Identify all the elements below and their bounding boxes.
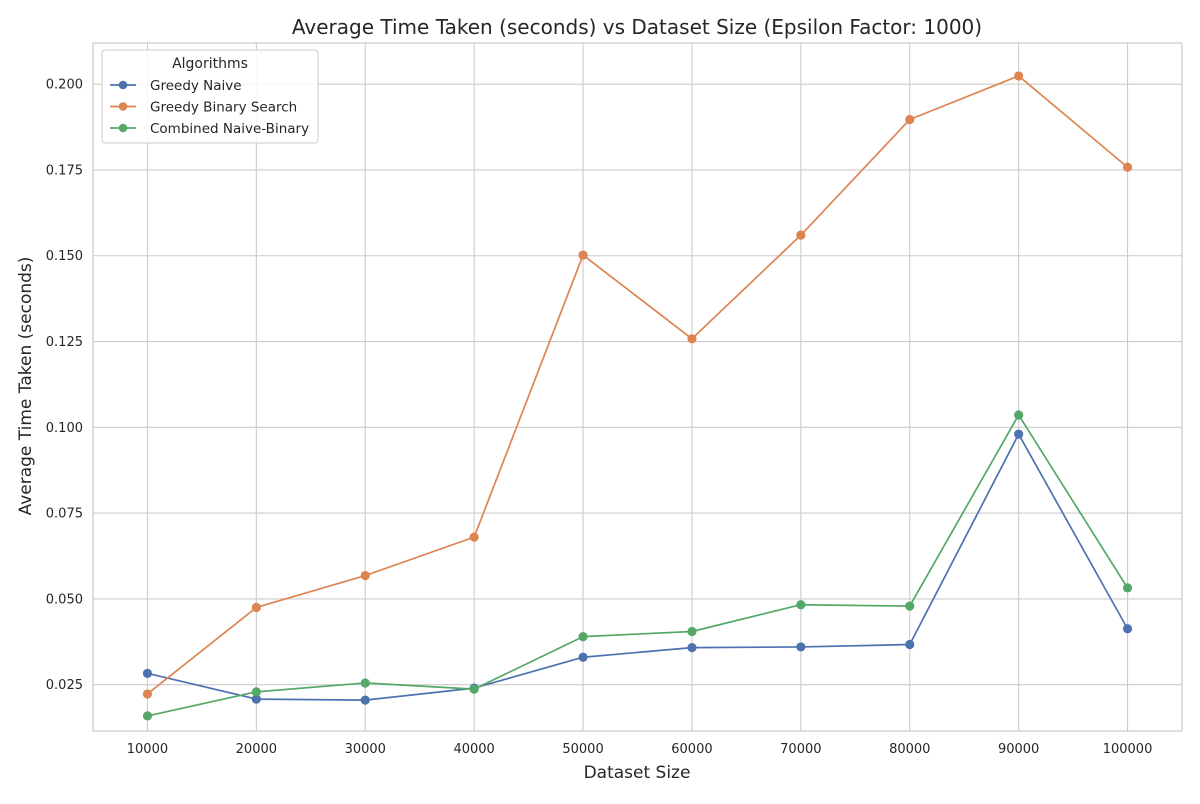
data-point [1122,583,1133,593]
x-tick-label: 60000 [671,742,712,757]
y-tick-label: 0.025 [46,678,83,693]
data-point [905,114,915,125]
series-line [146,433,1129,701]
data-point [1014,429,1024,439]
legend-title: Algorithms [172,56,248,72]
legend-label: Combined Naive-Binary [150,121,309,137]
data-point [360,678,370,688]
y-tick-label: 0.175 [46,163,83,178]
legend: Algorithms Greedy Naive Greedy Binary Sear… [101,49,319,144]
data-point [360,695,370,705]
data-point [142,668,153,678]
data-point [469,684,479,694]
series-group [142,71,1133,721]
legend-marker [118,123,128,133]
x-axis-ticks: 10000 20000 30000 40000 50000 60000 70000 80000… [127,742,1153,757]
data-point [251,687,261,697]
data-point [1014,410,1024,420]
x-tick-label: 20000 [236,742,277,757]
data-point [905,601,915,611]
series-line [146,414,1129,717]
data-point [578,250,588,260]
x-tick-label: 10000 [127,742,168,757]
data-point [1122,624,1133,634]
data-point [578,632,588,642]
x-tick-label: 90000 [998,742,1039,757]
data-point [687,334,697,344]
series-line [146,75,1129,695]
y-tick-label: 0.125 [46,335,83,350]
grid-lines [93,43,1182,731]
data-point [360,570,370,581]
x-tick-label: 100000 [1103,742,1153,757]
y-tick-label: 0.150 [46,249,83,264]
legend-item: Greedy Binary Search [110,100,297,116]
y-tick-label: 0.050 [46,592,83,607]
data-point [796,600,806,610]
series-2 [142,71,1133,699]
data-point [905,639,915,650]
series-1 [142,429,1133,705]
legend-label: Greedy Binary Search [150,100,297,116]
data-point [251,602,261,613]
x-tick-label: 40000 [453,742,494,757]
data-point [796,642,806,652]
data-point [469,532,479,542]
data-point [578,652,588,662]
y-tick-label: 0.100 [46,421,83,436]
x-tick-label: 80000 [889,742,930,757]
x-axis-label: Dataset Size [584,763,691,783]
plot-area [92,42,1183,732]
data-point [142,689,153,699]
chart-title: Average Time Taken (seconds) vs Dataset … [292,15,982,39]
legend-marker [118,102,128,111]
x-tick-label: 70000 [780,742,821,757]
data-point [251,694,261,704]
data-point [687,643,697,653]
x-tick-label: 30000 [345,742,386,757]
y-tick-label: 0.075 [46,507,83,522]
data-point [142,711,153,721]
legend-marker [118,80,128,90]
legend-item: Combined Naive-Binary [110,121,309,137]
y-axis-label: Average Time Taken (seconds) [16,257,36,516]
data-point [687,626,697,637]
series-3 [142,410,1133,721]
y-tick-label: 0.200 [46,78,83,93]
x-tick-label: 50000 [562,742,603,757]
legend-label: Greedy Naive [150,78,242,94]
data-point [1014,71,1024,81]
y-axis-ticks: 0.025 0.050 0.075 0.100 0.125 0.150 0.175 0.200 [46,78,83,693]
legend-item: Greedy Naive [110,78,242,94]
data-point [1122,162,1133,172]
data-point [796,230,806,240]
legend-box [101,49,319,144]
